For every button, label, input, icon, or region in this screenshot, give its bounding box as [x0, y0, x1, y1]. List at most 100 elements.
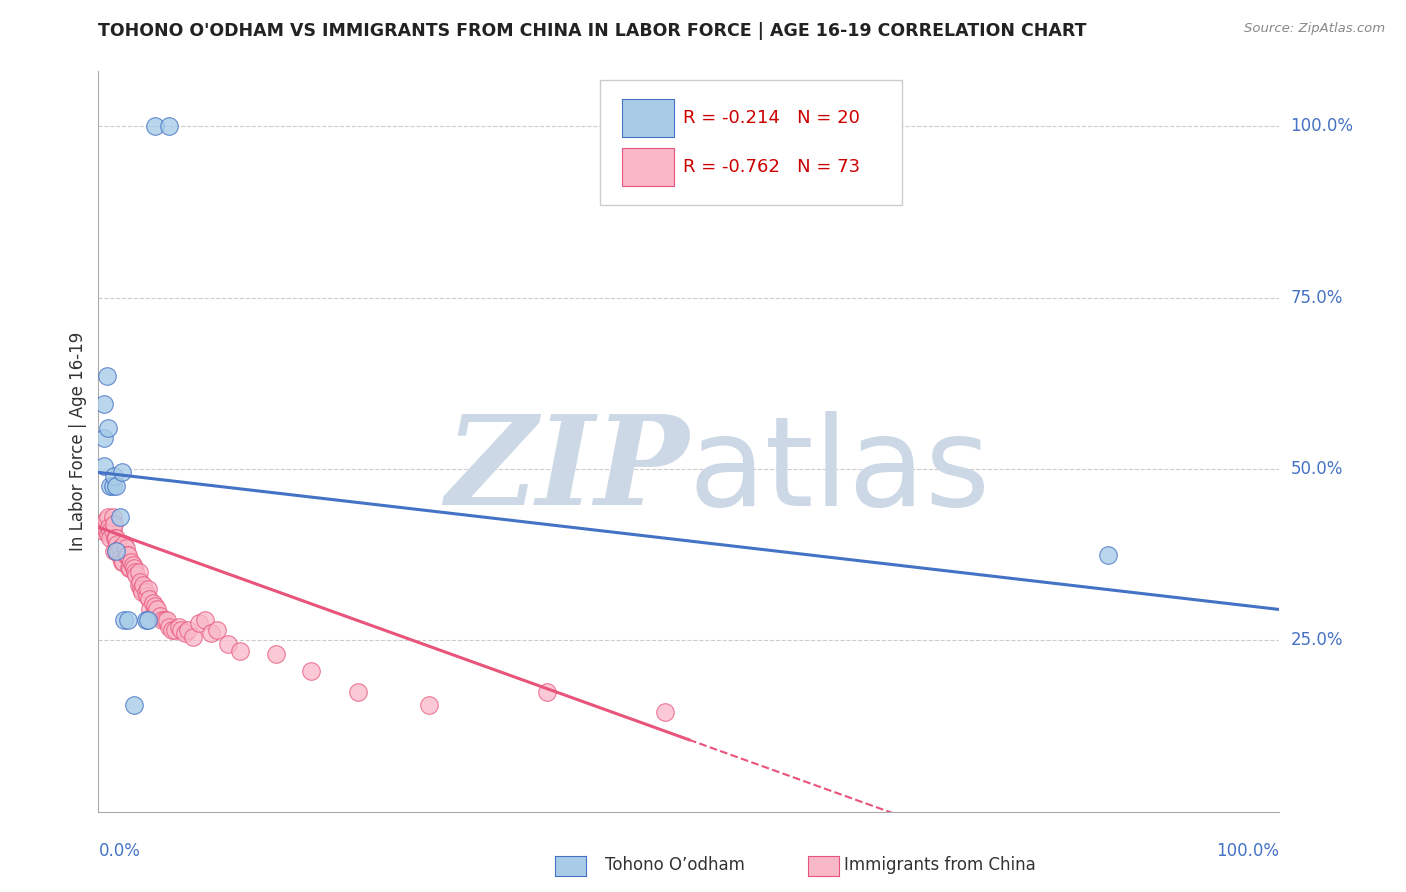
- Text: Tohono O’odham: Tohono O’odham: [605, 856, 744, 874]
- Point: [153, 613, 176, 627]
- Point: [128, 565, 150, 579]
- Point: [124, 565, 146, 579]
- Point: [120, 561, 142, 575]
- Point: [103, 468, 125, 483]
- FancyBboxPatch shape: [621, 99, 673, 137]
- Point: [536, 685, 558, 699]
- Point: [135, 589, 157, 603]
- Point: [101, 510, 124, 524]
- Point: [229, 643, 252, 657]
- Point: [98, 531, 121, 545]
- Point: [187, 616, 209, 631]
- Point: [105, 544, 128, 558]
- Point: [105, 531, 128, 545]
- Point: [143, 599, 166, 613]
- Point: [173, 626, 195, 640]
- Point: [117, 613, 139, 627]
- Point: [103, 544, 125, 558]
- Point: [108, 510, 131, 524]
- Point: [143, 119, 166, 133]
- Point: [149, 609, 172, 624]
- Point: [96, 369, 118, 384]
- Point: [181, 630, 204, 644]
- Point: [1097, 548, 1119, 562]
- Point: [105, 537, 128, 551]
- Text: TOHONO O'ODHAM VS IMMIGRANTS FROM CHINA IN LABOR FORCE | AGE 16-19 CORRELATION C: TOHONO O'ODHAM VS IMMIGRANTS FROM CHINA …: [98, 22, 1087, 40]
- Point: [117, 548, 139, 562]
- Point: [93, 397, 115, 411]
- Point: [157, 619, 180, 633]
- Point: [94, 513, 117, 527]
- Point: [160, 623, 183, 637]
- Text: 25.0%: 25.0%: [1291, 632, 1343, 649]
- Point: [136, 582, 159, 596]
- Point: [128, 575, 150, 590]
- Point: [93, 520, 115, 534]
- Point: [114, 541, 136, 555]
- Point: [142, 596, 165, 610]
- Point: [98, 479, 121, 493]
- Point: [170, 623, 193, 637]
- Text: 100.0%: 100.0%: [1216, 842, 1279, 860]
- Point: [115, 548, 138, 562]
- Point: [111, 554, 134, 568]
- Point: [97, 510, 120, 524]
- Point: [128, 578, 150, 592]
- Point: [107, 544, 129, 558]
- Point: [217, 637, 239, 651]
- Y-axis label: In Labor Force | Age 16-19: In Labor Force | Age 16-19: [69, 332, 87, 551]
- Text: R = -0.762   N = 73: R = -0.762 N = 73: [683, 158, 860, 176]
- Point: [194, 613, 217, 627]
- Point: [129, 582, 152, 596]
- Text: 75.0%: 75.0%: [1291, 289, 1343, 307]
- Point: [157, 119, 180, 133]
- Text: R = -0.214   N = 20: R = -0.214 N = 20: [683, 109, 860, 127]
- Point: [98, 520, 121, 534]
- Point: [101, 524, 124, 538]
- Point: [111, 466, 134, 480]
- Text: Immigrants from China: Immigrants from China: [844, 856, 1035, 874]
- Point: [97, 421, 120, 435]
- Point: [165, 623, 187, 637]
- Point: [114, 548, 136, 562]
- Point: [654, 706, 676, 720]
- Point: [347, 685, 370, 699]
- Point: [105, 479, 128, 493]
- Point: [118, 561, 141, 575]
- Point: [131, 585, 153, 599]
- Point: [103, 516, 125, 531]
- Point: [264, 647, 287, 661]
- Point: [125, 568, 148, 582]
- FancyBboxPatch shape: [600, 80, 901, 204]
- Point: [97, 527, 120, 541]
- Text: 50.0%: 50.0%: [1291, 460, 1343, 478]
- Point: [150, 613, 173, 627]
- Point: [156, 613, 179, 627]
- Point: [105, 544, 128, 558]
- Text: Source: ZipAtlas.com: Source: ZipAtlas.com: [1244, 22, 1385, 36]
- Point: [136, 613, 159, 627]
- Text: ZIP: ZIP: [446, 410, 689, 532]
- Text: atlas: atlas: [689, 410, 991, 532]
- Text: 0.0%: 0.0%: [98, 842, 141, 860]
- Point: [112, 613, 135, 627]
- Point: [104, 531, 127, 545]
- Point: [122, 561, 145, 575]
- Point: [101, 479, 124, 493]
- Point: [132, 578, 155, 592]
- Point: [135, 585, 157, 599]
- Point: [299, 664, 322, 678]
- Point: [91, 524, 114, 538]
- Point: [96, 524, 118, 538]
- Point: [108, 541, 131, 555]
- Point: [112, 537, 135, 551]
- Point: [146, 602, 169, 616]
- Point: [135, 613, 157, 627]
- Point: [418, 698, 440, 713]
- Point: [110, 551, 132, 566]
- Point: [93, 431, 115, 445]
- Point: [205, 623, 228, 637]
- Point: [177, 623, 200, 637]
- Point: [138, 592, 160, 607]
- Point: [112, 554, 135, 568]
